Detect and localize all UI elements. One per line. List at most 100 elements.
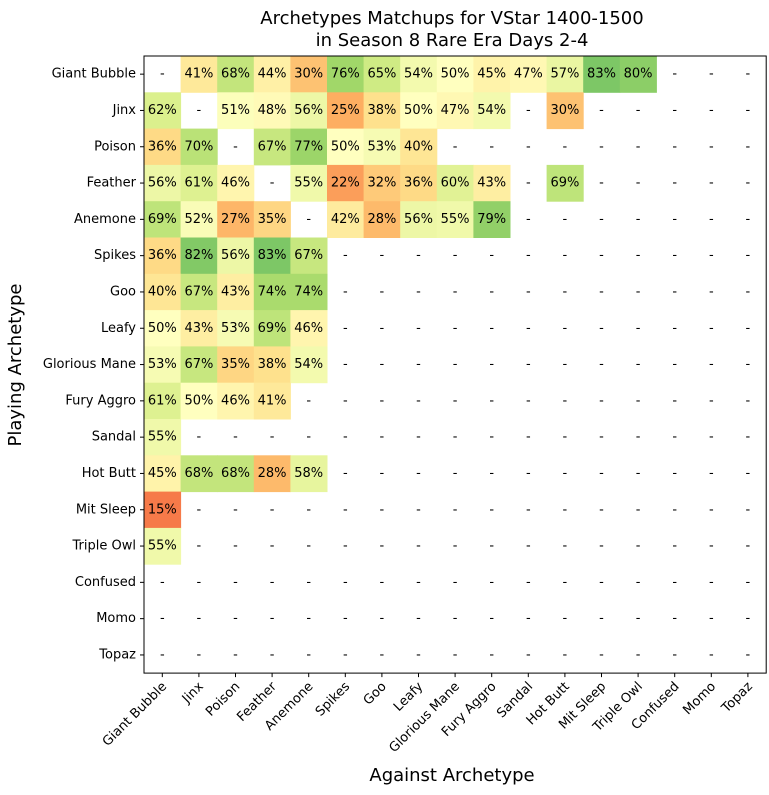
cell-value-label: 60% — [441, 176, 470, 191]
cell-value-label: - — [526, 212, 531, 227]
cell-value-label: - — [672, 248, 677, 263]
cell-value-label: - — [270, 575, 275, 590]
cell-value-label: - — [746, 575, 751, 590]
y-tick-label: Confused — [75, 575, 136, 590]
cell-value-label: - — [599, 393, 604, 408]
cell-value-label: - — [746, 502, 751, 517]
cell-value-label: - — [709, 357, 714, 372]
cell-value-label: 30% — [550, 103, 579, 118]
cell-value-label: - — [270, 176, 275, 191]
heatmap-cell — [363, 164, 401, 202]
heatmap-cell — [363, 92, 401, 130]
x-tick-label: Spikes — [313, 679, 353, 719]
cell-value-label: 35% — [258, 212, 287, 227]
cell-value-label: - — [636, 575, 641, 590]
cell-value-label: - — [746, 647, 751, 662]
cell-value-label: - — [380, 284, 385, 299]
heatmap-cell — [290, 128, 328, 166]
heatmap-cell — [253, 455, 291, 493]
cell-value-label: - — [526, 284, 531, 299]
y-tick-label: Goo — [110, 284, 136, 299]
cell-value-label: - — [746, 139, 751, 154]
heatmap-cell — [473, 201, 511, 238]
cell-value-label: - — [526, 466, 531, 481]
heatmap-cell — [546, 56, 584, 93]
heatmap-cell — [327, 201, 365, 238]
heatmap-cell — [546, 92, 584, 130]
cell-value-label: - — [453, 611, 458, 626]
y-tick-label: Feather — [87, 176, 137, 191]
cell-value-label: 46% — [294, 321, 323, 336]
heatmap-cell — [363, 128, 401, 166]
cell-value-label: 50% — [331, 139, 360, 154]
cell-value-label: - — [709, 321, 714, 336]
cell-value-label: - — [709, 139, 714, 154]
heatmap-cell — [436, 164, 474, 202]
cell-value-label: - — [672, 430, 677, 445]
cell-value-label: - — [489, 611, 494, 626]
cell-value-label: - — [489, 647, 494, 662]
cell-value-label: - — [526, 103, 531, 118]
cell-value-label: - — [599, 357, 604, 372]
cell-value-label: - — [453, 575, 458, 590]
cell-value-label: - — [526, 611, 531, 626]
cell-value-label: - — [453, 466, 458, 481]
cell-value-label: - — [526, 248, 531, 263]
heatmap-cell — [180, 237, 218, 275]
cell-value-label: - — [233, 502, 238, 517]
cell-value-label: 61% — [184, 176, 213, 191]
cell-value-label: - — [636, 611, 641, 626]
heatmap-cell — [290, 346, 328, 384]
cell-value-label: - — [746, 284, 751, 299]
cell-value-label: - — [526, 539, 531, 554]
cell-value-label: - — [599, 539, 604, 554]
cell-value-label: - — [636, 502, 641, 517]
cell-value-label: 56% — [221, 248, 250, 263]
heatmap-cell — [217, 310, 255, 347]
cell-value-label: - — [380, 248, 385, 263]
cell-value-label: - — [599, 212, 604, 227]
heatmap-cell — [436, 56, 474, 93]
cell-value-label: - — [672, 357, 677, 372]
y-tick-label: Sandal — [92, 430, 136, 445]
cell-value-label: 62% — [148, 103, 177, 118]
cell-value-label: - — [160, 67, 165, 82]
cell-value-label: - — [233, 139, 238, 154]
y-tick-label: Mit Sleep — [76, 502, 136, 517]
heatmap-cell — [144, 419, 182, 456]
heatmap-cell — [144, 128, 182, 166]
cell-value-label: 43% — [477, 176, 506, 191]
heatmap-cell — [180, 128, 218, 166]
cell-value-label: 54% — [404, 67, 433, 82]
cell-value-label: - — [160, 647, 165, 662]
cell-value-label: 56% — [404, 212, 433, 227]
heatmap-cell — [217, 201, 255, 238]
heatmap-cell — [144, 237, 182, 275]
cell-value-label: - — [416, 248, 421, 263]
cell-value-label: - — [197, 502, 202, 517]
heatmap-cell — [290, 455, 328, 493]
cell-value-label: - — [416, 284, 421, 299]
cell-value-label: - — [709, 466, 714, 481]
cell-value-label: 38% — [258, 357, 287, 372]
y-tick-label: Topaz — [98, 647, 136, 662]
cell-value-label: - — [746, 103, 751, 118]
cell-value-label: - — [380, 430, 385, 445]
cell-value-label: - — [233, 575, 238, 590]
cell-value-label: - — [709, 176, 714, 191]
cell-value-label: - — [563, 284, 568, 299]
cell-value-label: 53% — [367, 139, 396, 154]
cell-value-label: - — [599, 611, 604, 626]
heatmap-cell — [253, 273, 291, 311]
cell-value-label: - — [453, 139, 458, 154]
cell-value-label: - — [636, 430, 641, 445]
cell-value-label: - — [672, 647, 677, 662]
cell-value-label: - — [636, 248, 641, 263]
cell-value-label: - — [563, 611, 568, 626]
cell-value-label: - — [343, 502, 348, 517]
cell-value-label: - — [563, 321, 568, 336]
cell-value-label: - — [672, 103, 677, 118]
cell-value-label: - — [636, 176, 641, 191]
cell-value-label: - — [599, 103, 604, 118]
